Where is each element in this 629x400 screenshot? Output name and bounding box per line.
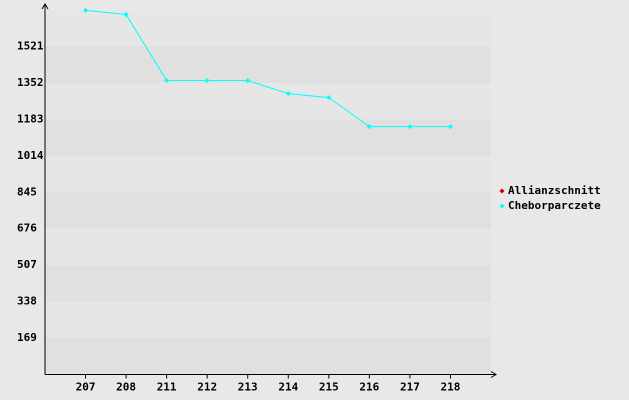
y-tick-label: 676	[17, 222, 37, 235]
grid-band	[45, 119, 491, 156]
y-arrow	[41, 3, 49, 10]
x-tick-label: 213	[238, 381, 258, 394]
legend-label: Cheborparczete	[508, 199, 601, 212]
point	[83, 7, 89, 13]
grid-band	[45, 301, 491, 339]
legend-marker	[499, 203, 505, 209]
grid-band	[45, 10, 491, 47]
y-tick-label: 1352	[17, 76, 44, 89]
point	[245, 78, 251, 84]
x-tick-label: 208	[116, 381, 136, 394]
x-tick-label: 207	[76, 381, 96, 394]
point	[326, 95, 332, 101]
y-tick-label: 1521	[17, 39, 44, 52]
grid-band	[45, 82, 491, 120]
x-tick-label: 214	[278, 381, 298, 394]
grid-band	[45, 155, 491, 193]
point	[204, 78, 210, 84]
x-tick-label: 215	[319, 381, 339, 394]
x-arrow	[490, 371, 497, 378]
y-tick-label: 169	[17, 331, 37, 344]
point	[164, 78, 170, 84]
grid-band	[45, 228, 491, 266]
point	[407, 124, 413, 130]
x-tick-label: 216	[359, 381, 379, 394]
legend-label: Allianzschnitt	[508, 184, 601, 197]
point	[123, 12, 129, 18]
series-line	[85, 9, 451, 128]
grid-band	[45, 46, 491, 83]
x-tick-label: 212	[197, 381, 217, 394]
point	[447, 124, 453, 130]
point	[366, 124, 372, 130]
point	[285, 91, 291, 97]
legend-marker	[499, 188, 505, 194]
y-tick-label: 338	[17, 295, 37, 308]
x-tick-label: 218	[441, 381, 461, 394]
y-tick-label: 1183	[17, 112, 44, 125]
x-tick-label: 211	[157, 381, 177, 394]
x-tick-label: 217	[400, 381, 420, 394]
y-tick-label: 845	[17, 185, 37, 198]
y-tick-label: 1014	[17, 149, 44, 162]
grid-band	[45, 192, 491, 229]
y-tick-label: 507	[17, 258, 37, 271]
grid-band	[45, 265, 491, 302]
